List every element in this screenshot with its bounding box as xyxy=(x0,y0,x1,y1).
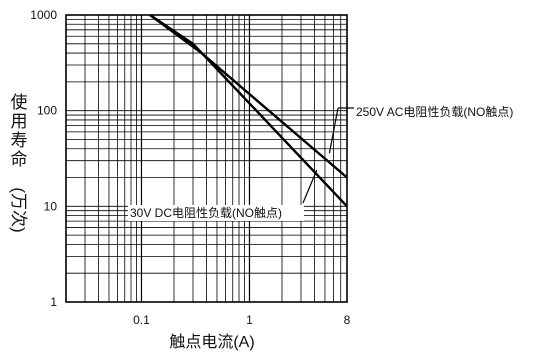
y-axis-title-unit: (万次) xyxy=(9,187,28,232)
series-line xyxy=(149,14,348,208)
x-axis-title: 触点电流(A) xyxy=(169,333,254,351)
x-tick-label: 1 xyxy=(246,313,253,327)
annotation-label-background xyxy=(354,104,540,120)
plot-frame xyxy=(65,14,348,303)
series-annotation-label: 250V AC电阻性负载(NO触点) xyxy=(356,105,513,119)
x-tick-label: 8 xyxy=(344,313,351,327)
y-axis-title-char: 用 xyxy=(11,112,28,131)
series-line xyxy=(149,14,348,179)
y-tick-label: 100 xyxy=(37,104,57,118)
annotation-leader xyxy=(302,169,318,204)
annotation-label-background xyxy=(128,205,304,221)
grid xyxy=(65,14,348,303)
series-annotation-label: 30V DC电阻性负载(NO触点) xyxy=(130,206,282,220)
annotations: 250V AC电阻性负载(NO触点) 30V DC电阻性负载(NO触点) xyxy=(128,104,540,221)
y-tick-label: 1000 xyxy=(30,8,57,22)
y-tick-label: 1 xyxy=(50,295,57,309)
y-axis-title-char: 使 xyxy=(11,92,28,112)
annotation-leader xyxy=(328,107,339,154)
y-tick-label: 10 xyxy=(44,199,58,213)
x-tick-label: 0.1 xyxy=(133,313,150,327)
tick-labels: 0.1 1 8 1 10 100 1000 xyxy=(30,8,350,327)
y-axis-title-char: 寿 xyxy=(11,131,28,150)
y-axis-title-char: 命 xyxy=(11,150,28,169)
series-group xyxy=(149,14,348,208)
